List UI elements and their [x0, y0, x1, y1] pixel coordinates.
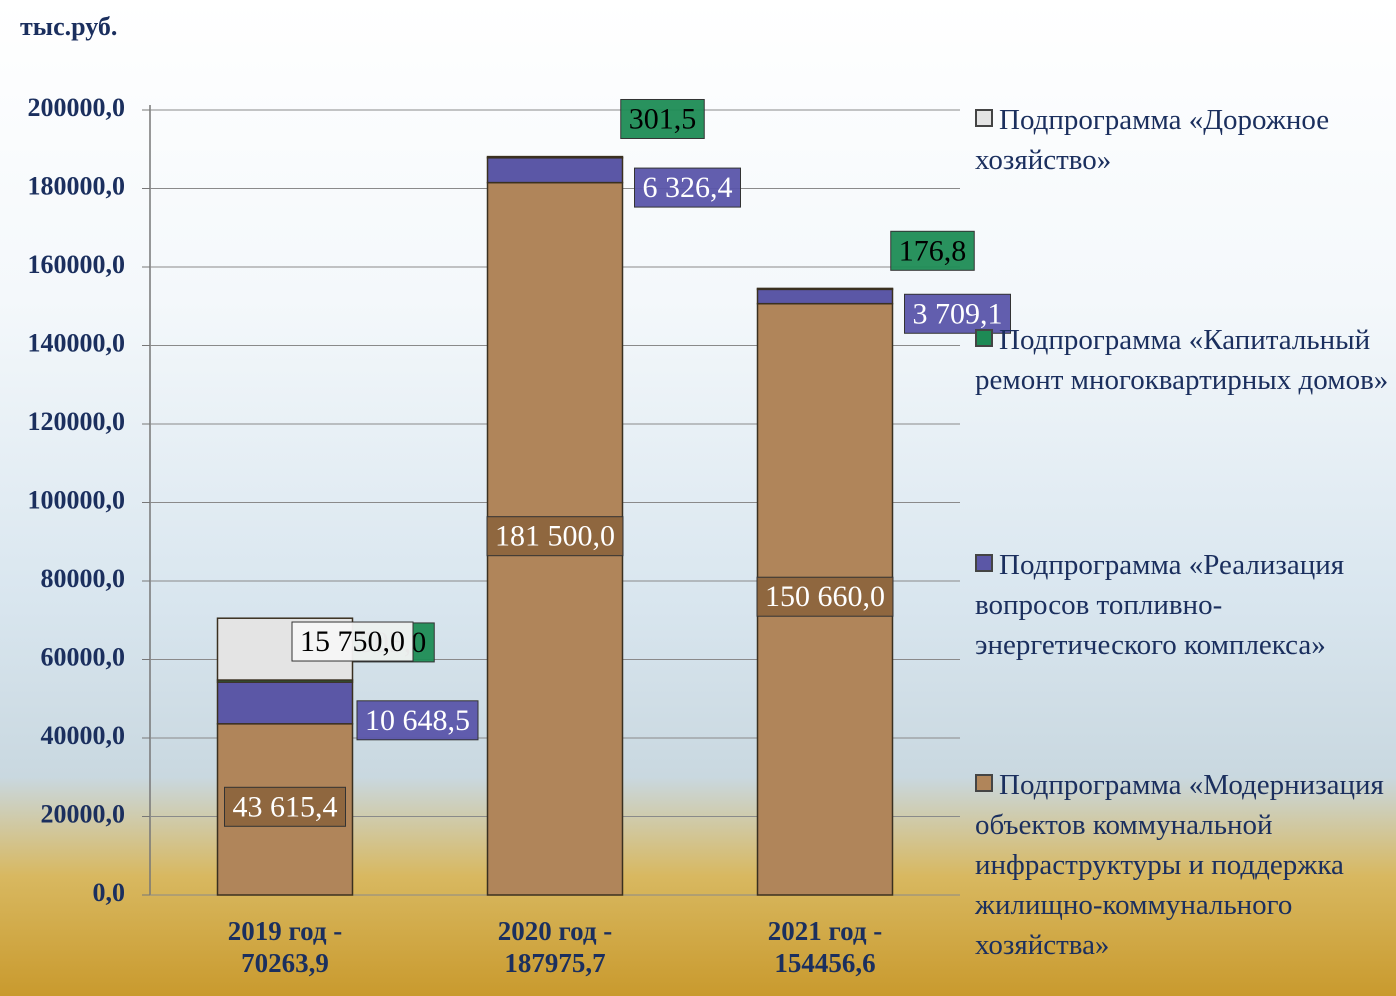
- legend-label: Подпрограмма «Капитальный ремонт многокв…: [975, 324, 1388, 396]
- legend-marker: [975, 774, 993, 792]
- y-tick-label: 100000,0: [28, 485, 126, 514]
- legend-label: Подпрограмма «Реализация вопросов топлив…: [975, 549, 1344, 661]
- chart: тыс.руб. 0,020000,040000,060000,080000,0…: [0, 0, 1396, 996]
- legend-marker: [975, 554, 993, 572]
- y-tick-label: 140000,0: [28, 328, 126, 357]
- y-tick-label: 40000,0: [41, 721, 126, 750]
- value-label: 176,8: [899, 234, 967, 267]
- value-label-box: 150 660,0: [757, 577, 893, 616]
- value-label-box: 301,5: [621, 99, 705, 138]
- value-label: 150 660,0: [765, 580, 885, 613]
- value-label-box: 43 615,4: [225, 787, 346, 826]
- value-label: 43 615,4: [233, 790, 338, 823]
- value-label-box: 15 750,0: [292, 622, 413, 661]
- y-tick-label: 0,0: [93, 878, 126, 907]
- bar-segment: [218, 682, 353, 724]
- y-tick-label: 160000,0: [28, 250, 126, 279]
- y-tick-label: 180000,0: [28, 171, 126, 200]
- y-tick-label: 60000,0: [41, 642, 126, 671]
- y-tick-label: 200000,0: [28, 93, 126, 122]
- value-label: 10 648,5: [365, 704, 470, 737]
- legend-item: Подпрограмма «Капитальный ремонт многокв…: [975, 320, 1390, 400]
- value-label: 6 326,4: [643, 171, 733, 204]
- x-tick-label: 2019 год - 70263,9: [185, 915, 385, 979]
- legend-item: Подпрограмма «Реализация вопросов топлив…: [975, 545, 1390, 665]
- legend-item: Подпрограмма «Модернизация объектов комм…: [975, 765, 1390, 965]
- y-tick-label: 120000,0: [28, 407, 126, 436]
- value-label-box: 176,8: [891, 231, 975, 270]
- legend-marker: [975, 329, 993, 347]
- bar-segment: [758, 288, 893, 289]
- bar-segment: [488, 157, 623, 158]
- y-tick-label: 20000,0: [41, 799, 126, 828]
- x-tick-label: 2020 год - 187975,7: [455, 915, 655, 979]
- value-label: 15 750,0: [300, 625, 405, 658]
- y-tick-label: 80000,0: [41, 564, 126, 593]
- legend-item: Подпрограмма «Дорожное хозяйство»: [975, 100, 1390, 180]
- bar-segment: [758, 289, 893, 304]
- bar-segment: [488, 158, 623, 183]
- value-label: 301,5: [629, 102, 697, 135]
- legend-label: Подпрограмма «Дорожное хозяйство»: [975, 104, 1329, 176]
- legend-marker: [975, 109, 993, 127]
- value-label: 181 500,0: [495, 520, 615, 553]
- x-tick-label: 2021 год - 154456,6: [725, 915, 925, 979]
- value-label-box: 6 326,4: [635, 168, 741, 207]
- value-label-box: 181 500,0: [487, 517, 623, 556]
- value-label-box: 10 648,5: [357, 701, 478, 740]
- legend-label: Подпрограмма «Модернизация объектов комм…: [975, 769, 1384, 961]
